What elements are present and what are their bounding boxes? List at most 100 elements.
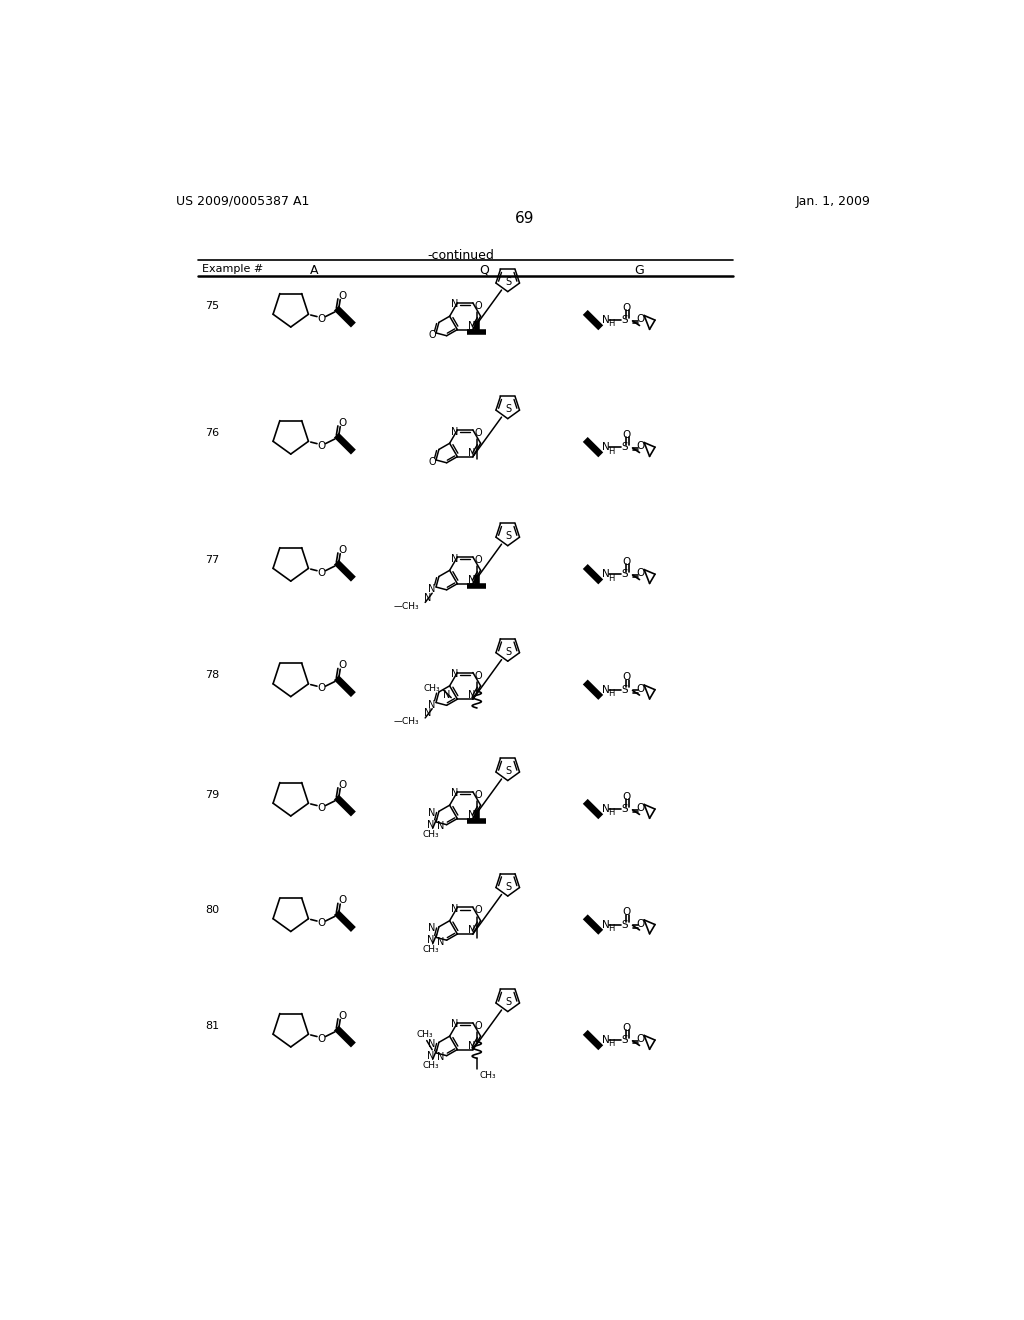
Text: N: N xyxy=(428,585,435,594)
Text: S: S xyxy=(622,804,629,814)
Text: O: O xyxy=(474,789,482,800)
Text: 81: 81 xyxy=(206,1020,219,1031)
Text: N: N xyxy=(437,1052,444,1063)
Text: N: N xyxy=(468,809,475,820)
Text: S: S xyxy=(622,315,629,325)
Text: N: N xyxy=(442,689,451,700)
Text: O: O xyxy=(338,290,346,301)
Text: N: N xyxy=(602,1035,610,1045)
Text: N: N xyxy=(437,821,444,832)
Text: O: O xyxy=(636,1035,645,1044)
Text: S: S xyxy=(622,569,629,579)
Text: CH₃: CH₃ xyxy=(423,945,439,954)
Text: O: O xyxy=(317,314,326,323)
Text: N: N xyxy=(602,569,610,579)
Text: O: O xyxy=(338,660,346,671)
Text: N: N xyxy=(428,808,435,818)
Text: Q: Q xyxy=(479,264,489,277)
Text: CH₃: CH₃ xyxy=(424,684,440,693)
Text: —CH₃: —CH₃ xyxy=(393,717,419,726)
Text: N: N xyxy=(468,925,475,935)
Text: O: O xyxy=(474,301,482,312)
Text: S: S xyxy=(622,685,629,694)
Text: O: O xyxy=(317,441,326,451)
Text: O: O xyxy=(474,671,482,681)
Text: Jan. 1, 2009: Jan. 1, 2009 xyxy=(796,194,871,207)
Text: 76: 76 xyxy=(206,428,219,438)
Text: O: O xyxy=(636,919,645,929)
Text: H: H xyxy=(608,574,614,582)
Text: N: N xyxy=(452,788,459,799)
Text: O: O xyxy=(623,557,631,566)
Text: N: N xyxy=(468,447,475,458)
Text: N: N xyxy=(427,820,434,830)
Text: O: O xyxy=(317,1034,326,1044)
Text: H: H xyxy=(608,808,614,817)
Text: H: H xyxy=(608,924,614,933)
Text: N: N xyxy=(452,426,459,437)
Text: O: O xyxy=(636,804,645,813)
Text: N: N xyxy=(437,937,444,946)
Text: CH₃: CH₃ xyxy=(423,830,439,838)
Text: CH₃: CH₃ xyxy=(423,1061,439,1069)
Text: N: N xyxy=(427,1051,434,1061)
Text: O: O xyxy=(623,430,631,440)
Text: O: O xyxy=(317,919,326,928)
Text: O: O xyxy=(338,418,346,428)
Text: O: O xyxy=(636,684,645,694)
Text: N: N xyxy=(424,709,431,718)
Text: O: O xyxy=(338,545,346,554)
Text: S: S xyxy=(506,882,512,892)
Text: Example #: Example # xyxy=(202,264,263,273)
Text: N: N xyxy=(468,690,475,701)
Text: N: N xyxy=(602,315,610,325)
Text: O: O xyxy=(636,569,645,578)
Text: 79: 79 xyxy=(206,789,220,800)
Text: CH₃: CH₃ xyxy=(417,1030,433,1039)
Text: N: N xyxy=(428,700,435,710)
Text: S: S xyxy=(622,920,629,929)
Text: N: N xyxy=(452,904,459,913)
Text: N: N xyxy=(452,553,459,564)
Text: S: S xyxy=(506,647,512,657)
Text: N: N xyxy=(452,669,459,678)
Text: O: O xyxy=(317,568,326,578)
Text: 78: 78 xyxy=(206,671,220,680)
Text: N: N xyxy=(602,804,610,814)
Text: O: O xyxy=(317,684,326,693)
Text: N: N xyxy=(602,920,610,929)
Text: O: O xyxy=(474,906,482,916)
Text: S: S xyxy=(506,532,512,541)
Text: H: H xyxy=(608,689,614,698)
Text: N: N xyxy=(602,685,610,694)
Text: N: N xyxy=(468,574,475,585)
Text: O: O xyxy=(338,895,346,906)
Text: O: O xyxy=(623,907,631,917)
Text: S: S xyxy=(506,998,512,1007)
Text: O: O xyxy=(474,556,482,565)
Text: N: N xyxy=(428,1039,435,1049)
Text: 80: 80 xyxy=(206,906,219,915)
Text: N: N xyxy=(428,924,435,933)
Text: O: O xyxy=(428,457,436,467)
Text: S: S xyxy=(622,1035,629,1045)
Text: N: N xyxy=(602,442,610,453)
Text: A: A xyxy=(309,264,318,277)
Text: —CH₃: —CH₃ xyxy=(393,602,419,611)
Text: N: N xyxy=(468,1040,475,1051)
Text: O: O xyxy=(623,1023,631,1032)
Text: 69: 69 xyxy=(515,211,535,226)
Text: N: N xyxy=(427,936,434,945)
Text: S: S xyxy=(622,442,629,453)
Text: -continued: -continued xyxy=(428,249,495,263)
Text: O: O xyxy=(623,672,631,682)
Text: S: S xyxy=(506,404,512,414)
Text: 75: 75 xyxy=(206,301,219,310)
Text: H: H xyxy=(608,1039,614,1048)
Text: O: O xyxy=(474,1020,482,1031)
Text: N: N xyxy=(424,593,431,603)
Text: O: O xyxy=(338,1011,346,1020)
Text: H: H xyxy=(608,319,614,329)
Text: O: O xyxy=(623,302,631,313)
Text: O: O xyxy=(636,441,645,451)
